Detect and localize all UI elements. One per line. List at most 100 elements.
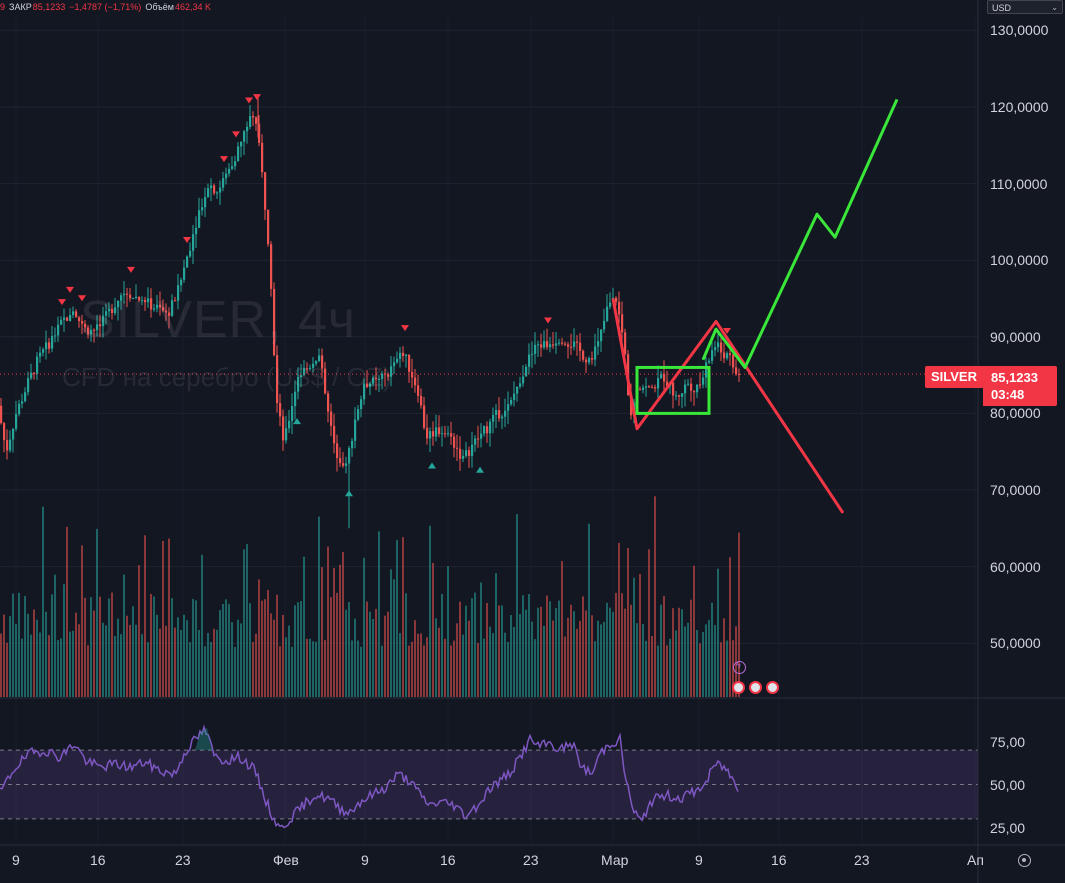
candle-body [207,188,210,198]
candle-body [348,448,351,464]
candle-body [618,301,621,315]
volume-bar [681,609,683,697]
candle-body [480,433,483,439]
candle-body [552,344,555,346]
volume-bar [471,598,473,697]
volume-bar [132,606,134,697]
volume-bar [381,645,383,697]
y-tick-label: 90,0000 [990,328,1041,345]
candle-body [651,387,654,389]
consolidation-box [635,365,711,415]
volume-bar [642,623,644,697]
volume-bar [636,623,638,697]
candle-body [126,293,129,295]
candle-body [132,297,135,299]
candle-body [603,320,606,330]
candle-body [294,391,297,407]
volume-bar [660,604,662,697]
up-arrow-marker [293,418,301,425]
volume-bar [126,615,128,697]
candle-body [9,439,12,451]
volume-bar [123,574,125,697]
volume-bar [396,539,398,697]
volume-bar [108,598,110,697]
up-arrow-marker [345,490,353,497]
volume-bar [282,614,284,697]
volume-bar [711,602,713,697]
lightning-event-icon[interactable]: ϟ [733,660,746,674]
candle-body [324,368,327,394]
down-arrow-marker [245,97,253,104]
volume-bar [6,642,8,697]
volume-bar [201,554,203,697]
candle-body [666,381,669,387]
volume-bar [162,540,164,697]
candle-body [165,310,168,313]
settings-icon[interactable] [1018,854,1031,867]
candle-body [156,304,159,309]
x-tick-label: 23 [523,852,539,868]
candle-body [204,197,207,208]
down-arrow-marker [66,286,74,293]
candle-body [474,438,477,445]
candle-body [417,385,420,396]
candle-body [714,347,717,351]
volume-bar [99,596,101,697]
volume-bar [231,622,233,697]
candle-body [393,362,396,367]
us-flag-event-icon[interactable] [766,681,779,694]
volume-bar [618,542,620,697]
volume-bar [567,617,569,697]
candle-body [513,393,516,400]
volume-bar [405,593,407,697]
y-tick-label: 100,0000 [990,252,1049,269]
volume-bar [180,630,182,697]
volume-bar [288,625,290,697]
volume-bar [36,619,38,697]
volume-bar [90,597,92,697]
candle-body [375,377,378,380]
currency-select[interactable]: USD ⌄ [987,0,1063,14]
candle-body [15,414,18,429]
candle-body [681,393,684,397]
volume-bar [465,605,467,697]
candle-body [51,336,54,349]
candle-body [642,387,645,390]
x-tick-label: 9 [12,852,20,868]
volume-bar [354,618,356,697]
candle-body [240,141,243,147]
volume-bar [309,638,311,697]
volume-bar [9,616,11,697]
volume-bar [432,562,434,697]
candle-body [255,117,258,124]
us-flag-event-icon[interactable] [749,681,762,694]
volume-bar [42,506,44,697]
volume-bar [570,604,572,697]
red-forecast-line [611,298,845,514]
candle-body [201,207,204,211]
volume-bar [555,608,557,697]
volume-bar [195,600,197,697]
watermark-symbol: SILVER, 4ч [80,291,357,349]
volume-bar [726,640,728,697]
us-flag-event-icon[interactable] [732,681,745,694]
volume-bar [654,496,656,697]
candle-body [345,463,348,466]
candle-body [585,359,588,363]
candle-body [381,373,384,379]
volume-bar [243,549,245,697]
volume-bar [420,633,422,697]
price-badge-value: 85,1233 03:48 [983,366,1057,406]
candle-body [129,294,132,299]
up-arrow-marker [476,466,484,473]
volume-bar [300,601,302,697]
legend-volume-value: 462,34 K [175,2,212,12]
volume-bar [687,622,689,697]
candle-body [405,354,408,357]
candle-body [576,341,579,343]
volume-bar [87,645,89,697]
candle-body [540,344,543,348]
candle-body [210,185,213,189]
